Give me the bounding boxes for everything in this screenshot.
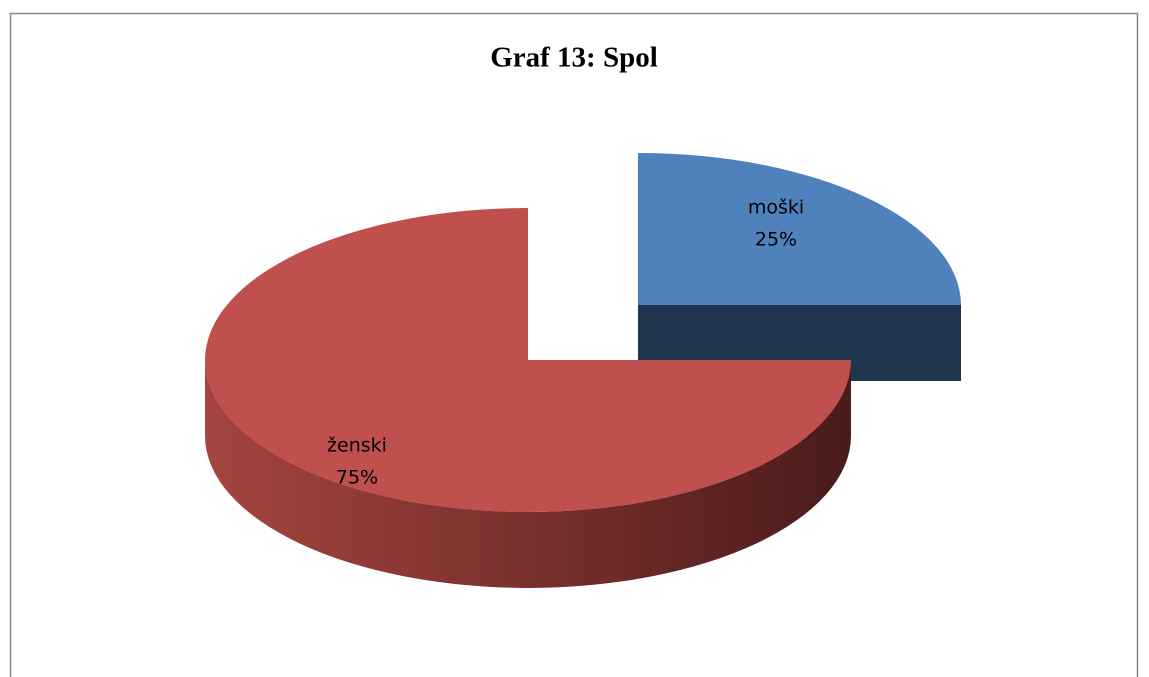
chart-frame — [9, 12, 1139, 677]
slice-value-label: 25% — [755, 229, 797, 251]
chart-title: Graf 13: Spol — [490, 42, 658, 74]
slice-value-label: 75% — [336, 467, 378, 489]
slice-category-label: ženski — [327, 435, 387, 457]
slice-category-label: moški — [748, 197, 804, 219]
slice — [638, 153, 961, 305]
slice-side — [205, 360, 851, 588]
slice — [205, 208, 851, 512]
